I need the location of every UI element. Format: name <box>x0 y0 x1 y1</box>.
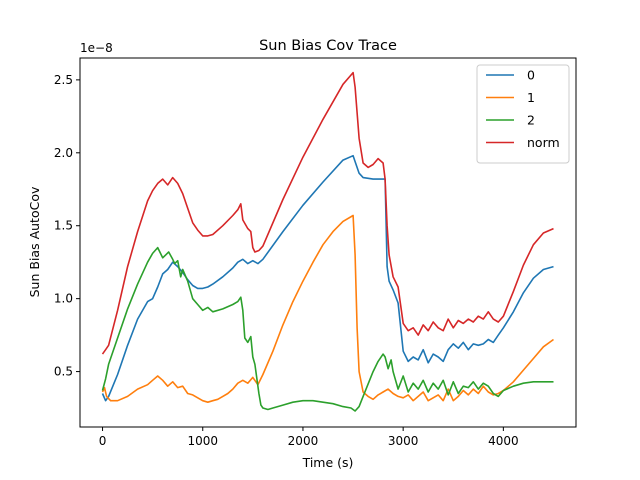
series-line-1 <box>101 214 554 404</box>
x-tick-label: 0 <box>99 434 107 448</box>
series-line-2 <box>101 246 554 412</box>
y-tick-label: 1.5 <box>54 219 73 233</box>
x-axis: 0 1000 2000 3000 4000 <box>99 427 519 448</box>
series-line-norm <box>101 71 554 355</box>
x-tick-label: 2000 <box>288 434 319 448</box>
legend-label-norm: norm <box>527 135 560 150</box>
chart-title: Sun Bias Cov Trace <box>259 38 397 54</box>
y-tick-label: 2.5 <box>54 73 73 87</box>
y-offset-label: 1e−8 <box>80 41 113 55</box>
x-axis-label: Time (s) <box>302 455 354 470</box>
legend-label-0: 0 <box>527 68 535 83</box>
y-tick-label: 0.5 <box>54 365 73 379</box>
x-tick-label: 3000 <box>388 434 419 448</box>
legend-label-2: 2 <box>527 113 535 128</box>
plot-area <box>79 57 577 428</box>
legend: 0 1 2 norm <box>476 64 570 164</box>
y-tick-label: 1.0 <box>54 292 73 306</box>
y-axis: 0.5 1.0 1.5 2.0 2.5 <box>54 73 80 379</box>
y-axis-label: Sun Bias AutoCov <box>27 186 42 297</box>
x-tick-label: 4000 <box>488 434 519 448</box>
x-tick-label: 1000 <box>187 434 218 448</box>
legend-box <box>476 64 570 164</box>
plot-frame <box>79 57 577 428</box>
legend-label-1: 1 <box>527 90 535 105</box>
series-group <box>101 71 554 412</box>
y-tick-label: 2.0 <box>54 146 73 160</box>
